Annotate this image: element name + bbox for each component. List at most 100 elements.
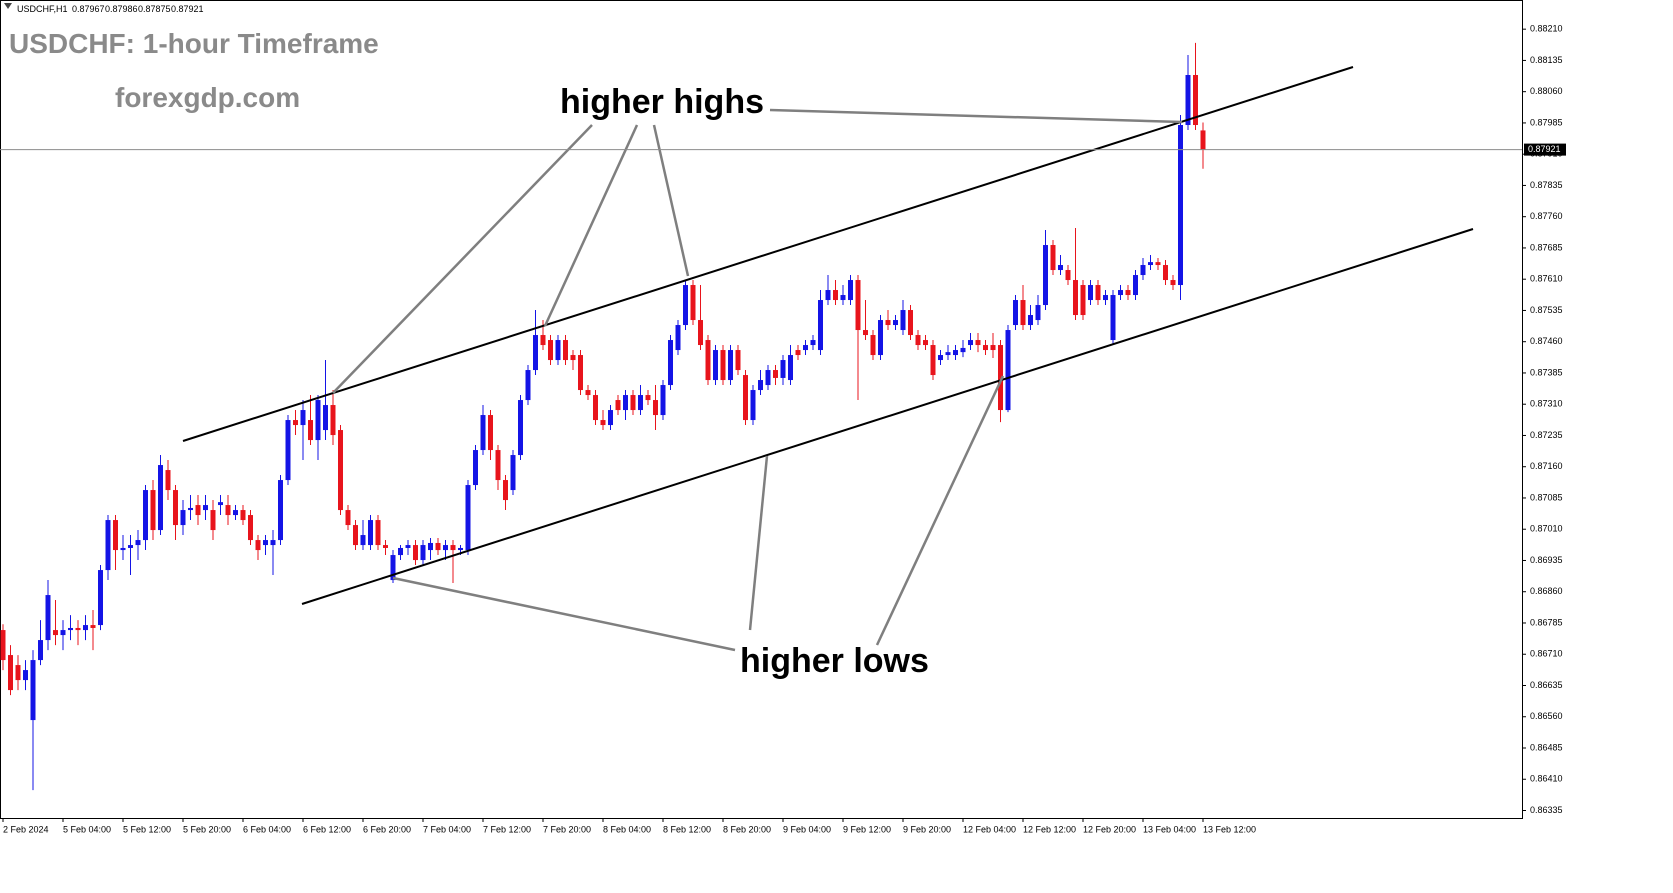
candle-body (1088, 285, 1093, 301)
candle-body (638, 395, 643, 411)
candle-body (743, 375, 748, 421)
x-tick-label: 12 Feb 12:00 (1023, 824, 1076, 834)
candle-body (593, 395, 598, 421)
candle-body (30, 660, 36, 721)
header-high: 0.87986 (105, 4, 138, 14)
x-tick-label: 9 Feb 20:00 (903, 824, 951, 834)
x-tick-label: 7 Feb 20:00 (543, 824, 591, 834)
candle-body (413, 545, 418, 561)
candle-body (90, 625, 96, 628)
y-tick-label: 0.87760 (1530, 211, 1563, 221)
candle-body (1185, 75, 1191, 126)
candle-body (135, 540, 141, 546)
candle-body (683, 285, 688, 326)
candle-body (225, 505, 231, 516)
candle-body (450, 545, 456, 551)
candle-body (930, 345, 936, 376)
x-tick-label: 13 Feb 04:00 (1143, 824, 1196, 834)
candle-body (975, 340, 981, 346)
candle-body (248, 515, 253, 541)
candle-body (1133, 275, 1138, 296)
candle-body (218, 502, 223, 506)
candle-body (1028, 315, 1033, 326)
candle-body (983, 345, 988, 351)
x-tick-label: 8 Feb 04:00 (603, 824, 651, 834)
y-tick-label: 0.87460 (1530, 336, 1563, 346)
candle-body (1095, 285, 1101, 301)
candle-body (915, 335, 921, 346)
candle-body (728, 350, 733, 381)
candle-body (773, 370, 778, 378)
y-tick-label: 0.88060 (1530, 86, 1563, 96)
candle-body (173, 490, 178, 526)
candle-body (1125, 290, 1131, 296)
candle-body (285, 420, 291, 481)
candle-body (465, 485, 471, 551)
candle-body (1193, 75, 1198, 126)
pointer-line (748, 455, 769, 631)
candle-body (668, 340, 673, 386)
annotation: higher lows (740, 642, 929, 680)
candle-body (8, 655, 13, 691)
y-tick-label: 0.87535 (1530, 305, 1563, 315)
y-tick-label: 0.87310 (1530, 399, 1563, 409)
candle-body (128, 545, 133, 548)
candle-body (1155, 262, 1161, 266)
candle-body (1140, 265, 1146, 276)
candle-body (818, 300, 823, 351)
candle-body (938, 355, 943, 361)
candle-body (855, 280, 861, 331)
candle-body (398, 547, 403, 556)
x-tick-label: 9 Feb 04:00 (783, 824, 831, 834)
candle-body (188, 507, 193, 511)
y-tick-label: 0.87085 (1530, 492, 1563, 502)
candle-body (840, 295, 846, 301)
candle-body (195, 505, 201, 516)
candle-body (180, 510, 186, 526)
candle-body (143, 490, 148, 541)
x-tick-label: 5 Feb 04:00 (63, 824, 111, 834)
y-tick-label: 0.86935 (1530, 555, 1563, 565)
candle-body (735, 350, 741, 371)
candle-body (255, 540, 261, 551)
candle-body (345, 510, 351, 526)
candle-body (308, 420, 313, 441)
x-tick-label: 8 Feb 20:00 (723, 824, 771, 834)
x-tick-label: 5 Feb 12:00 (123, 824, 171, 834)
y-tick-label: 0.87010 (1530, 524, 1563, 534)
x-tick-label: 12 Feb 20:00 (1083, 824, 1136, 834)
candle-body (1043, 245, 1048, 306)
candle-body (210, 510, 216, 531)
candle-body (338, 430, 343, 511)
candle-body (810, 340, 816, 346)
y-tick-label: 0.87610 (1530, 274, 1563, 284)
candle-body (968, 340, 973, 346)
candle-body (585, 390, 591, 396)
candle-body (608, 410, 613, 426)
candle-body (435, 542, 441, 551)
y-tick-label: 0.86710 (1530, 649, 1563, 659)
y-tick-label: 0.87985 (1530, 117, 1563, 127)
candle-body (428, 542, 433, 551)
candle-body (540, 335, 546, 346)
candle-body (263, 540, 268, 546)
candle-body (555, 340, 561, 361)
chart-subtitle: forexgdp.com (115, 82, 300, 113)
candle-body (15, 665, 21, 681)
x-tick-label: 9 Feb 12:00 (843, 824, 891, 834)
candle-body (660, 385, 666, 416)
candle-body (1178, 125, 1183, 286)
candle-body (908, 310, 913, 336)
candle-body (75, 627, 81, 631)
header-low: 0.87875 (138, 4, 171, 14)
candle-body (953, 350, 958, 356)
pointer-line (332, 124, 593, 394)
candle-body (690, 285, 696, 321)
candle-body (945, 352, 951, 356)
candle-body (83, 625, 88, 631)
candle-body (750, 390, 756, 421)
y-tick-label: 0.87235 (1530, 430, 1563, 440)
candle-body (533, 335, 538, 371)
